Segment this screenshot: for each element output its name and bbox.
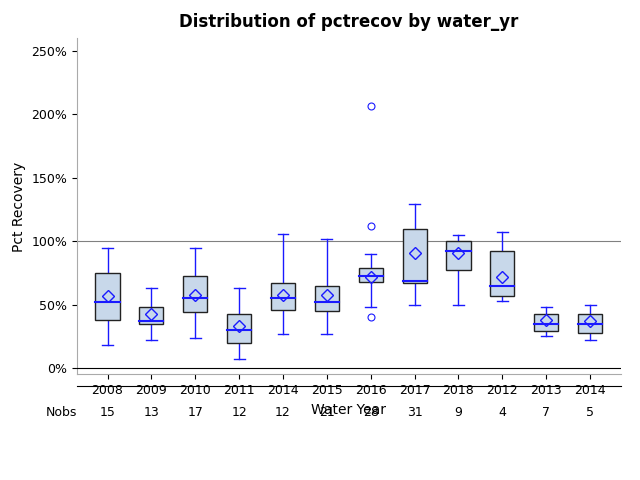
Bar xyxy=(490,252,515,296)
Text: 9: 9 xyxy=(454,406,463,420)
Bar xyxy=(578,313,602,333)
Text: 31: 31 xyxy=(407,406,422,420)
Bar xyxy=(403,228,427,283)
Text: 12: 12 xyxy=(275,406,291,420)
Bar xyxy=(271,283,295,310)
Bar xyxy=(227,313,251,343)
Text: 21: 21 xyxy=(319,406,335,420)
Bar xyxy=(183,276,207,312)
Text: 5: 5 xyxy=(586,406,594,420)
Bar xyxy=(140,307,163,324)
Bar xyxy=(534,313,558,331)
Bar xyxy=(315,286,339,311)
Text: 28: 28 xyxy=(363,406,379,420)
Text: 13: 13 xyxy=(143,406,159,420)
Text: 12: 12 xyxy=(231,406,247,420)
Bar xyxy=(447,241,470,270)
Text: 15: 15 xyxy=(100,406,115,420)
Bar xyxy=(358,268,383,282)
Text: 7: 7 xyxy=(542,406,550,420)
Bar xyxy=(95,273,120,320)
Text: Nobs: Nobs xyxy=(45,406,77,420)
Title: Distribution of pctrecov by water_yr: Distribution of pctrecov by water_yr xyxy=(179,13,518,31)
Text: 17: 17 xyxy=(188,406,203,420)
X-axis label: Water Year: Water Year xyxy=(311,403,387,417)
Text: 4: 4 xyxy=(499,406,506,420)
Y-axis label: Pct Recovery: Pct Recovery xyxy=(12,161,26,252)
